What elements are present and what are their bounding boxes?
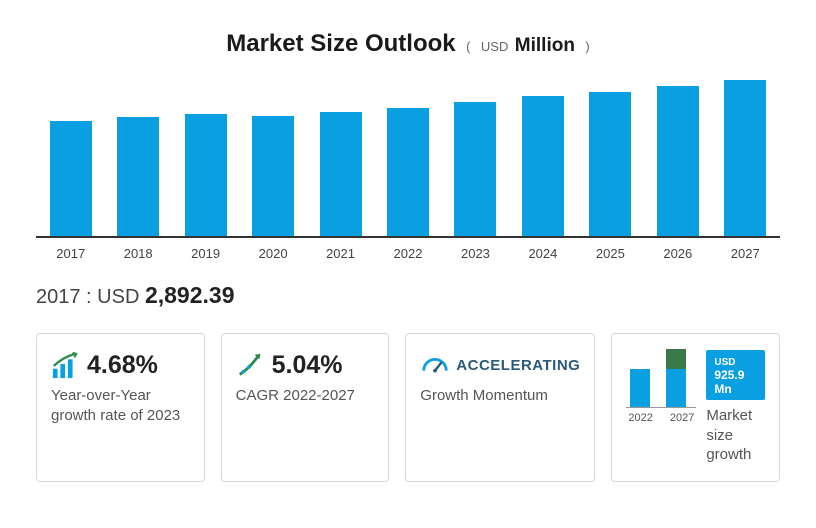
bar: [657, 86, 699, 236]
bar-wrap: [653, 86, 702, 236]
bar: [252, 116, 294, 236]
yoy-label: Year-over-Year growth rate of 2023: [51, 386, 190, 427]
bar-wrap: [316, 112, 365, 236]
bar: [320, 112, 362, 236]
title-paren-open: (: [466, 39, 470, 54]
bar-wrap: [383, 108, 432, 236]
bar: [724, 80, 766, 236]
bar-year-label: 2024: [518, 246, 567, 261]
title-main: Market Size Outlook: [226, 30, 455, 57]
mini-bar-2022: [630, 369, 650, 407]
mini-label-1: 2022: [628, 412, 652, 424]
bar-wrap: [518, 96, 567, 236]
growth-label: Market size growth: [706, 406, 765, 465]
momentum-card: ACCELERATING Growth Momentum: [405, 333, 595, 482]
title-paren-close: ): [585, 39, 589, 54]
main-bar-chart: 2017 2018 2019 2020 2021 2022 2023 2024 2025 2026…: [36, 78, 780, 268]
momentum-value: ACCELERATING: [456, 357, 580, 374]
bar-wrap: [113, 117, 162, 236]
arrow-growth-icon: [236, 350, 266, 380]
momentum-label: Growth Momentum: [420, 386, 580, 406]
bar-year-label: 2022: [383, 246, 432, 261]
growth-badge: USD 925.9 Mn: [706, 350, 765, 400]
bar-year-label: 2027: [721, 246, 770, 261]
title-currency: USD: [481, 39, 508, 54]
bar-year-label: 2026: [653, 246, 702, 261]
bar: [117, 117, 159, 236]
bar-wrap: [451, 102, 500, 236]
bar-year-label: 2023: [451, 246, 500, 261]
mini-chart: 2022 2027: [626, 350, 696, 424]
bar-year-label: 2018: [113, 246, 162, 261]
gauge-icon: [420, 350, 450, 380]
cagr-value: 5.04%: [272, 351, 343, 380]
bar-year-label: 2020: [248, 246, 297, 261]
base-number: 2,892.39: [145, 282, 235, 308]
mini-bar-2027: [666, 349, 686, 407]
bar-year-label: 2019: [181, 246, 230, 261]
yoy-card: 4.68% Year-over-Year growth rate of 2023: [36, 333, 205, 482]
growth-card: 2022 2027 USD 925.9 Mn Market size growt…: [611, 333, 780, 482]
bar-year-label: 2017: [46, 246, 95, 261]
bar: [387, 108, 429, 236]
chart-title: Market Size Outlook ( USD Million ): [36, 30, 780, 58]
growth-badge-value: 925.9 Mn: [714, 368, 744, 396]
mini-label-2: 2027: [670, 412, 694, 424]
bar-growth-icon: [51, 350, 81, 380]
bar-wrap: [586, 92, 635, 236]
bar-wrap: [248, 116, 297, 236]
bar-year-label: 2021: [316, 246, 365, 261]
bar-wrap: [181, 114, 230, 236]
cagr-card: 5.04% CAGR 2022-2027: [221, 333, 390, 482]
base-prefix: 2017 : USD: [36, 286, 139, 308]
yoy-value: 4.68%: [87, 351, 158, 380]
bar: [522, 96, 564, 236]
title-unit: Million: [515, 35, 575, 56]
growth-badge-currency: USD: [714, 357, 735, 368]
base-year-value: 2017 : USD 2,892.39: [36, 282, 780, 309]
bar: [589, 92, 631, 236]
cagr-label: CAGR 2022-2027: [236, 386, 375, 406]
bar-wrap: [46, 121, 95, 236]
bar: [50, 121, 92, 236]
bar-wrap: [721, 80, 770, 236]
bar: [185, 114, 227, 236]
bar-year-label: 2025: [586, 246, 635, 261]
metrics-cards: 4.68% Year-over-Year growth rate of 2023…: [36, 333, 780, 482]
bar: [454, 102, 496, 236]
